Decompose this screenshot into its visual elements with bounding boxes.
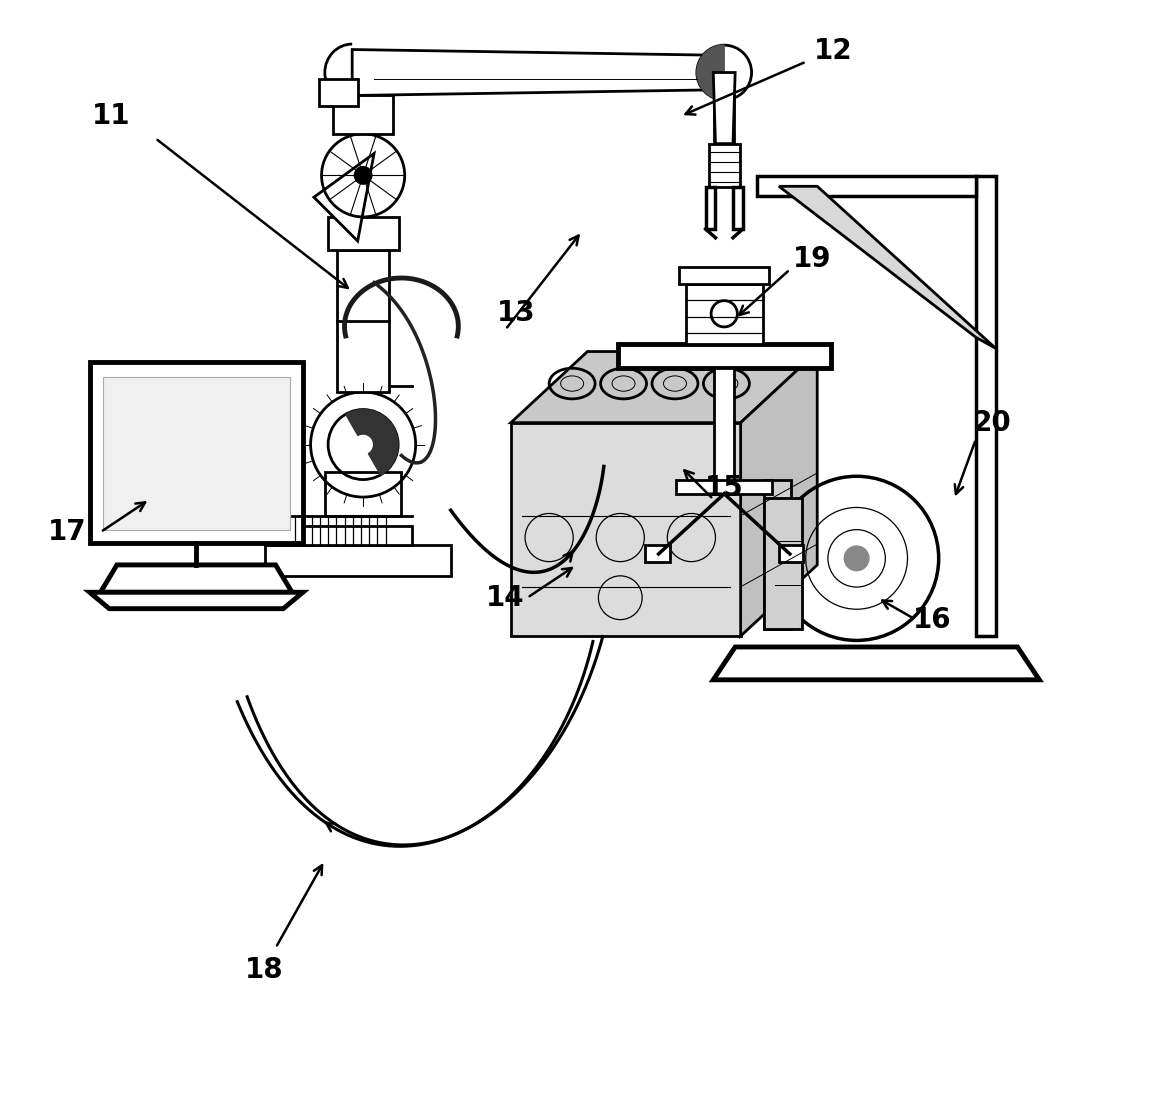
Bar (686, 284, 762, 343)
Circle shape (354, 167, 372, 184)
Bar (333, 95, 393, 134)
Wedge shape (346, 409, 398, 475)
Bar (975, 177, 995, 636)
Text: 13: 13 (497, 299, 536, 327)
Text: 15: 15 (704, 474, 744, 502)
Polygon shape (511, 351, 817, 422)
Text: 18: 18 (246, 955, 284, 984)
Bar (90, 362, 303, 543)
Bar (103, 376, 289, 530)
Polygon shape (511, 422, 740, 636)
Bar (292, 525, 413, 545)
Bar (337, 250, 390, 392)
Bar (709, 144, 739, 188)
Bar (618, 343, 831, 367)
Polygon shape (714, 647, 1039, 680)
Bar (676, 479, 773, 494)
Bar (733, 188, 743, 229)
Bar (265, 545, 451, 576)
Bar (706, 188, 716, 229)
Text: 20: 20 (973, 409, 1011, 437)
Text: 14: 14 (487, 584, 525, 612)
Text: 11: 11 (92, 102, 130, 131)
Text: 16: 16 (913, 606, 951, 634)
Polygon shape (352, 49, 702, 95)
Bar (679, 268, 769, 284)
Polygon shape (779, 186, 995, 348)
Polygon shape (740, 351, 817, 636)
Wedge shape (696, 45, 724, 100)
Polygon shape (714, 72, 736, 144)
Bar (715, 367, 734, 494)
Bar (325, 472, 401, 516)
Bar (763, 498, 801, 629)
Text: 19: 19 (792, 245, 831, 272)
Polygon shape (90, 592, 303, 609)
Bar (327, 217, 399, 250)
Polygon shape (314, 154, 374, 241)
Bar (779, 545, 802, 562)
Polygon shape (100, 565, 292, 592)
Bar (265, 518, 303, 545)
Bar (758, 177, 975, 196)
Bar (763, 479, 791, 629)
Bar (319, 79, 357, 106)
Bar (646, 545, 670, 562)
Bar (715, 72, 734, 144)
Text: 17: 17 (48, 518, 86, 546)
Circle shape (844, 546, 869, 570)
Text: 12: 12 (814, 36, 853, 65)
